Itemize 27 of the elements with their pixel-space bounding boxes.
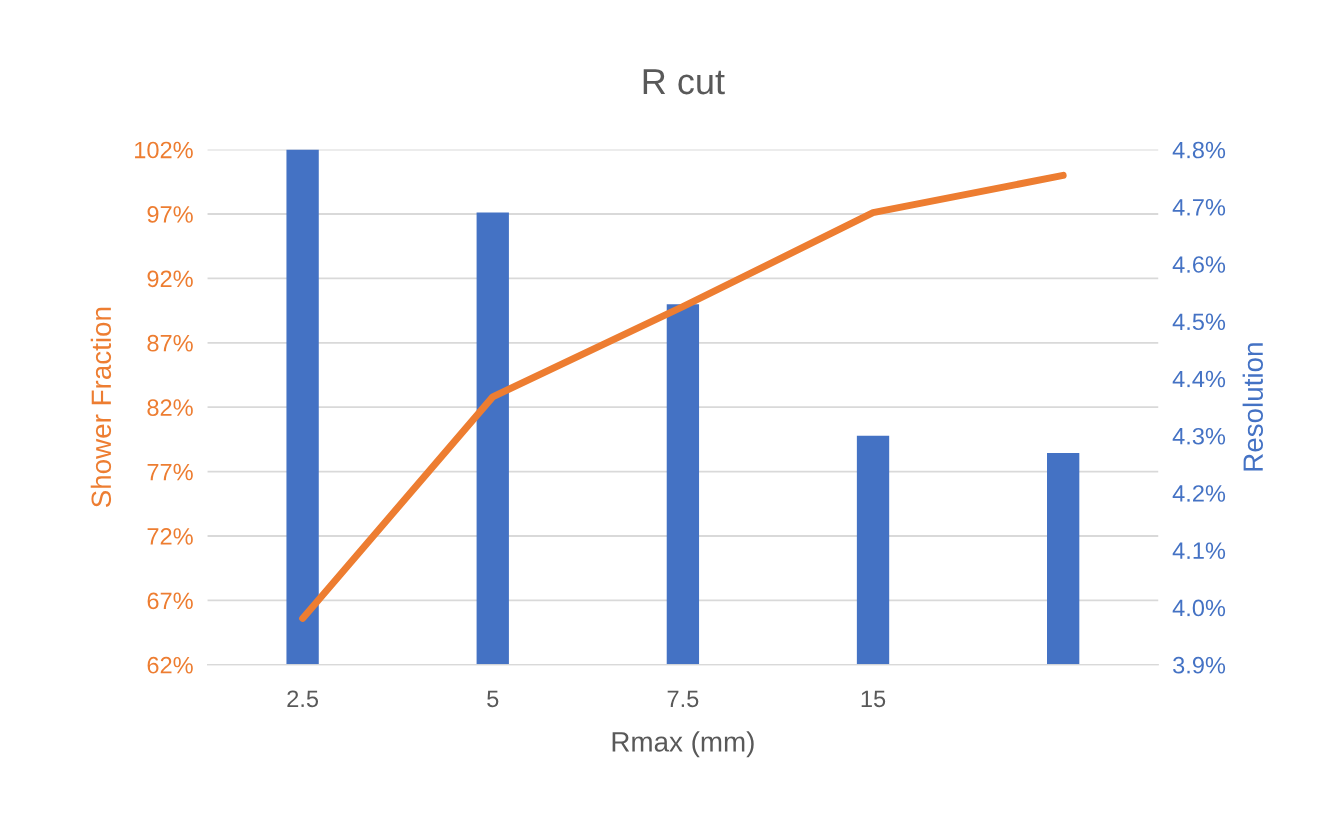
y-tick-label: 92% [147,270,193,288]
y2-tick-label: 4.7% [1172,199,1226,216]
y2-tick-label: 4.2% [1172,485,1226,502]
chart-title: R cut [643,69,725,95]
y-tick-label: 67% [147,592,193,610]
y2-tick-label: 4.8% [1172,141,1226,159]
y-tick-label: 77% [147,463,193,481]
x-tick-label: 7.5 [667,690,699,708]
y2-tick-label: 3.9% [1173,656,1226,674]
y2-tick-label: 4.4% [1172,370,1226,388]
y2-axis-title: Resolution [1242,343,1264,471]
y-axis-title: Shower Fraction [90,307,112,508]
x-tick-label: 2.5 [287,690,319,708]
y-tick-label: 72% [147,528,193,545]
y-tick-label: 62% [147,656,193,674]
y2-tick-label: 4.1% [1172,542,1226,559]
y-tick-label: 87% [147,334,193,352]
y2-tick-label: 4.3% [1172,427,1226,445]
x-tick-label: 5 [487,690,499,708]
y2-tick-label: 4.0% [1172,599,1226,617]
y2-tick-label: 4.5% [1172,313,1226,331]
x-axis-title: Rmax (mm) [612,731,754,758]
x-tick-label: 15 [861,690,886,708]
y-tick-label: 102% [135,141,193,159]
y-tick-label: 97% [147,206,193,223]
y2-tick-label: 4.6% [1172,256,1226,273]
y-tick-label: 82% [147,399,193,416]
